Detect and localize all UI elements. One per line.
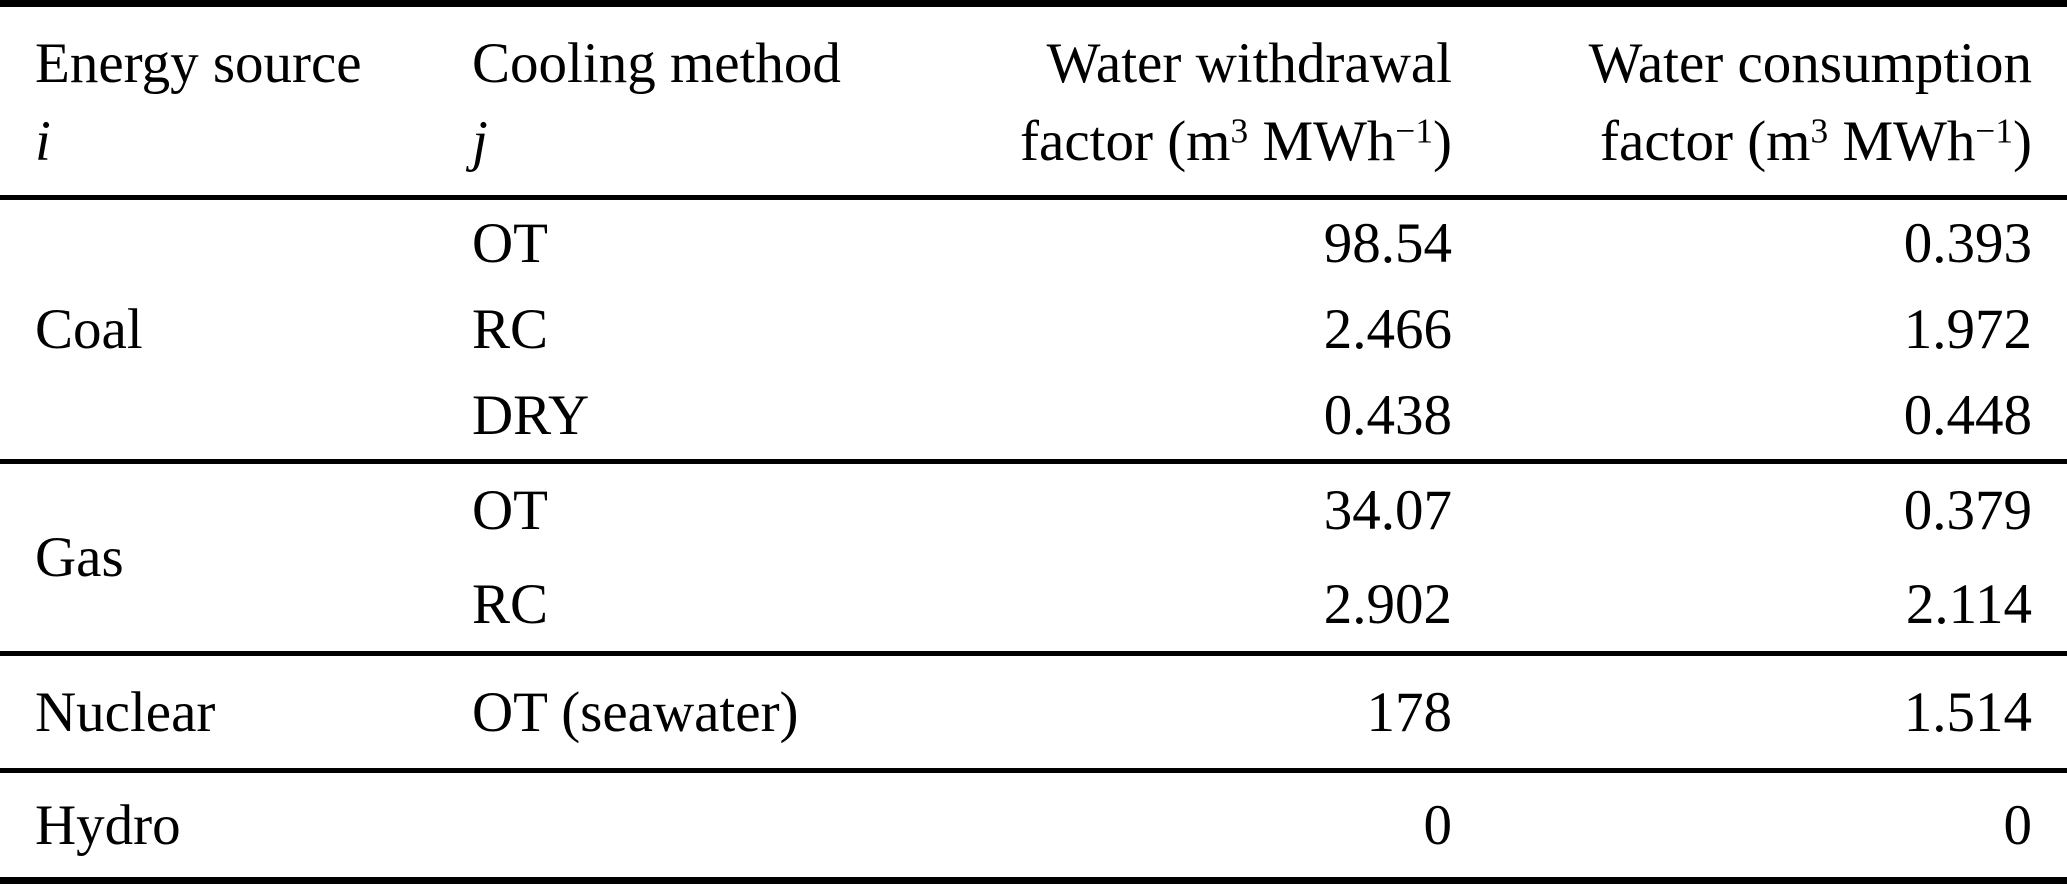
withdrawal-column: 0 (967, 773, 1453, 877)
group-gas: Gas OT RC 34.07 2.902 0.379 2.114 (0, 464, 2067, 651)
withdrawal-cell: 2.902 (1323, 572, 1452, 636)
header-cooling-method-symbol: j (472, 110, 488, 173)
header-cooling-method: Cooling method j (472, 7, 967, 195)
header-energy-source-line1: Energy source (35, 32, 362, 95)
withdrawal-column: 98.54 2.466 0.438 (967, 200, 1452, 459)
consumption-cell: 1.514 (1903, 680, 2032, 744)
header-energy-source: Energy source i (35, 7, 472, 195)
consumption-cell: 0.393 (1903, 211, 2032, 275)
withdrawal-cell: 0.438 (1323, 384, 1452, 448)
cooling-cell: OT (seawater) (472, 680, 799, 744)
consumption-column: 0.379 2.114 (1452, 464, 2032, 651)
header-energy-source-symbol: i (35, 110, 51, 173)
cooling-cell: DRY (472, 384, 590, 448)
inverse-superscript: −1 (1975, 111, 2014, 151)
header-water-withdrawal-line1: Water withdrawal (1046, 32, 1452, 95)
withdrawal-column: 34.07 2.902 (967, 464, 1452, 651)
table-top-rule (0, 0, 2067, 7)
withdrawal-cell: 178 (1366, 680, 1453, 744)
cooling-cell: RC (472, 572, 549, 636)
group-coal: Coal OT RC DRY 98.54 2.466 0.438 0.393 1… (0, 200, 2067, 459)
cooling-method-column: OT RC DRY (472, 200, 967, 459)
header-water-withdrawal: Water withdrawal factor (m3 MWh−1) (967, 7, 1452, 195)
cooling-cell (472, 773, 967, 877)
cooling-cell: OT (472, 211, 548, 275)
withdrawal-cell: 98.54 (1323, 211, 1452, 275)
header-water-consumption-line1: Water consumption (1588, 32, 2032, 95)
header-water-consumption-unit: factor (m3 MWh−1) (1600, 110, 2032, 173)
coal-bottom-rule (0, 459, 2067, 464)
energy-source-label: Gas (35, 526, 124, 589)
energy-source-label: Hydro (35, 793, 181, 857)
gas-bottom-rule (0, 651, 2067, 656)
withdrawal-column: 178 (967, 656, 1453, 768)
cubed-superscript: 3 (1810, 111, 1829, 151)
cubed-superscript: 3 (1230, 111, 1249, 151)
energy-source-label: Nuclear (35, 680, 216, 744)
consumption-column: 0 (1452, 773, 2033, 877)
cooling-method-column: OT RC (472, 464, 967, 651)
inverse-superscript: −1 (1395, 111, 1434, 151)
table-bottom-rule (0, 877, 2067, 884)
consumption-column: 1.514 (1452, 656, 2032, 768)
consumption-cell: 2.114 (1905, 572, 2032, 636)
header-bottom-rule (0, 195, 2067, 200)
consumption-cell: 1.972 (1903, 297, 2032, 361)
withdrawal-cell: 0 (1423, 793, 1453, 857)
header-cooling-method-line1: Cooling method (472, 32, 841, 95)
consumption-column: 0.393 1.972 0.448 (1452, 200, 2032, 459)
header-water-consumption: Water consumption factor (m3 MWh−1) (1452, 7, 2032, 195)
consumption-cell: 0 (2003, 793, 2033, 857)
cooling-method-column (472, 773, 967, 877)
withdrawal-cell: 34.07 (1323, 479, 1452, 543)
group-nuclear: Nuclear OT (seawater) 178 1.514 (0, 656, 2067, 768)
consumption-cell: 0.379 (1903, 479, 2032, 543)
cooling-cell: OT (472, 479, 548, 543)
energy-source-label: Coal (35, 298, 143, 361)
group-hydro: Hydro 0 0 (0, 773, 2067, 877)
withdrawal-cell: 2.466 (1323, 297, 1452, 361)
cooling-method-column: OT (seawater) (472, 656, 967, 768)
consumption-cell: 0.448 (1903, 384, 2032, 448)
table-header-row: Energy source i Cooling method j Water w… (0, 7, 2067, 195)
nuclear-bottom-rule (0, 768, 2067, 773)
cooling-cell: RC (472, 297, 549, 361)
header-water-withdrawal-unit: factor (m3 MWh−1) (1020, 110, 1452, 173)
